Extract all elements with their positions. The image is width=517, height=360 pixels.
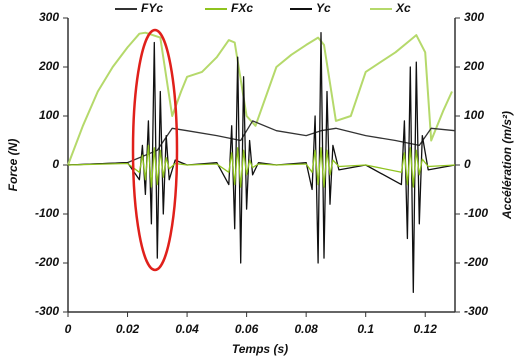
x-axis-label: Temps (s) — [232, 342, 288, 356]
x-tick-label: 0.08 — [294, 322, 318, 336]
legend-label: FXc — [231, 1, 253, 15]
legend-label: Yc — [316, 1, 331, 15]
series-line — [67, 31, 453, 166]
x-tick-label: 0.1 — [357, 322, 374, 336]
y-tick-label: -300 — [35, 304, 59, 318]
y2-tick-label: 0 — [464, 157, 471, 171]
x-tick-label: 0.06 — [235, 322, 259, 336]
x-tick-label: 0.12 — [414, 322, 438, 336]
y2-tick-label: -200 — [464, 255, 488, 269]
y2-tick-label: -100 — [464, 206, 488, 220]
series-line — [67, 144, 456, 188]
x-tick-label: 0.04 — [175, 322, 199, 336]
y-tick-label: 0 — [52, 157, 59, 171]
y-tick-label: -200 — [35, 255, 59, 269]
y-axis-label: Force (N) — [6, 139, 20, 192]
series-line — [67, 120, 456, 166]
y-tick-label: 200 — [38, 59, 59, 73]
series-line — [67, 32, 456, 294]
y2-axis-label: Accélération (m/s²) — [500, 111, 514, 220]
y-tick-label: 100 — [39, 108, 59, 122]
y2-tick-label: -300 — [464, 304, 488, 318]
y2-tick-label: 300 — [464, 10, 484, 24]
x-tick-label: 0 — [65, 322, 72, 336]
y2-tick-label: 100 — [464, 108, 484, 122]
legend-label: Xc — [395, 1, 411, 15]
x-tick-label: 0.02 — [116, 322, 140, 336]
y-tick-label: -100 — [35, 206, 59, 220]
y-tick-label: 300 — [39, 10, 59, 24]
y2-tick-label: 200 — [463, 59, 484, 73]
legend-label: FYc — [141, 1, 163, 15]
